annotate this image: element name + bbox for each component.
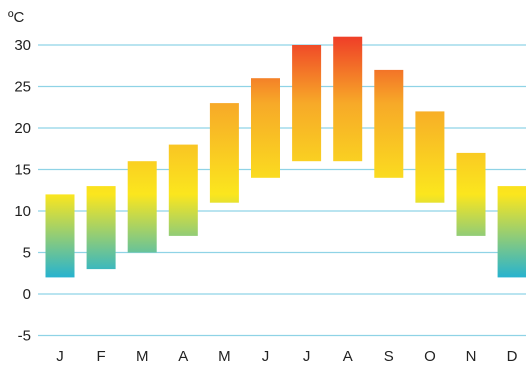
y-tick-label: 15 [14, 162, 31, 179]
y-tick-label: 20 [14, 120, 31, 137]
y-axis: 30 25 20 15 10 5 0 -5 [14, 37, 31, 345]
y-tick-label: -5 [18, 328, 31, 345]
temperature-bar-3 [127, 161, 157, 253]
temperature-bar-9 [374, 69, 404, 178]
x-tick-label: F [97, 348, 106, 365]
temperature-bar-2 [86, 186, 116, 270]
x-tick-label: J [303, 348, 311, 365]
temperature-bar-11 [456, 152, 486, 236]
x-tick-label: J [56, 348, 64, 365]
temperature-bar-8 [333, 36, 363, 162]
temperature-bar-1 [45, 194, 75, 278]
x-tick-label: S [384, 348, 394, 365]
x-tick-label: A [343, 348, 353, 365]
x-tick-label: D [507, 348, 518, 365]
y-tick-label: 0 [23, 286, 31, 303]
temperature-bar-5 [209, 103, 239, 203]
x-tick-label: N [466, 348, 477, 365]
x-tick-label: M [136, 348, 149, 365]
y-tick-label: 10 [14, 203, 31, 220]
x-tick-label: M [218, 348, 231, 365]
y-tick-label: 5 [23, 245, 31, 262]
y-tick-label: 25 [14, 79, 31, 96]
y-tick-label: 30 [14, 37, 31, 54]
x-tick-label: A [178, 348, 188, 365]
temperature-bar-6 [251, 78, 280, 178]
temperature-bar-7 [292, 45, 322, 162]
grid-lines [38, 44, 526, 337]
x-tick-label: O [424, 348, 436, 365]
temperature-bar-12 [497, 186, 526, 278]
temperature-bar-10 [415, 111, 445, 203]
temperature-bar-4 [168, 144, 198, 236]
y-axis-unit-label: ºC [8, 9, 24, 26]
bars [45, 36, 526, 278]
x-tick-label: J [262, 348, 270, 365]
